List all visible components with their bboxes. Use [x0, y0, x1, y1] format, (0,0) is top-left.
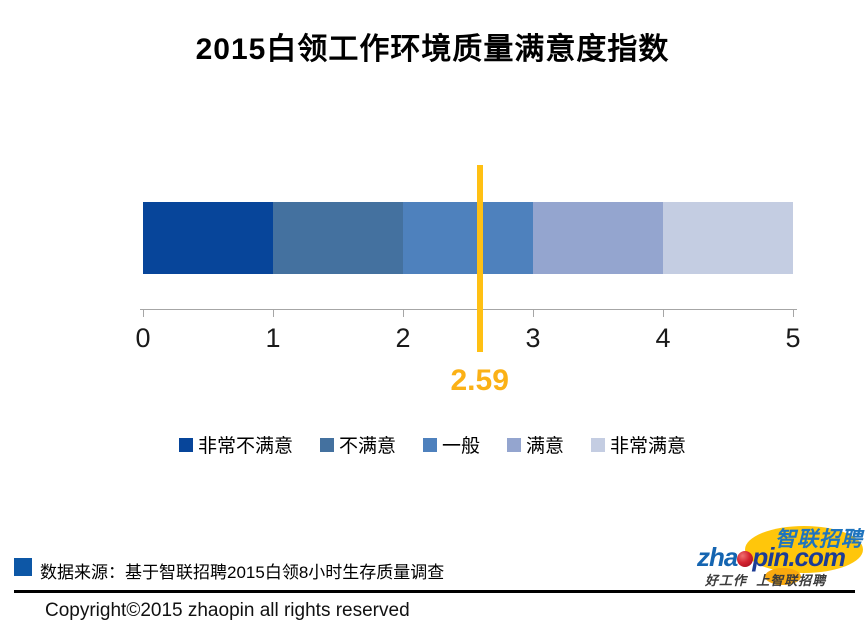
source-note-bullet-icon: [14, 558, 32, 576]
marker-value-label: 2.59: [450, 364, 509, 397]
band-satisfied: [533, 202, 663, 274]
marker-line: [476, 165, 483, 352]
legend-label: 非常满意: [610, 436, 687, 457]
x-axis-label-5: 5: [785, 323, 801, 353]
logo-yellow-ellipse: [745, 526, 863, 573]
legend-swatch-icon: [591, 437, 606, 452]
legend-swatch-icon: [507, 437, 521, 452]
x-axis-tick-5: [793, 309, 794, 317]
x-axis-label-1: 1: [265, 323, 281, 353]
logo-red-ball-icon: [737, 550, 754, 567]
x-axis-tick-2: [403, 309, 404, 317]
satisfaction-band-bar: [143, 202, 793, 274]
source-note: 数据来源：基于智联招聘2015白领8小时生存质量调查: [40, 563, 445, 582]
logo-wordmark-prefix: zha: [697, 542, 738, 572]
x-axis-tick-0: [143, 309, 144, 317]
logo-wordmark: zha pin.com: [697, 542, 846, 573]
x-axis-label-4: 4: [655, 323, 671, 353]
copyright-text: Copyright©2015 zhaopin all rights reserv…: [45, 600, 410, 621]
legend-item-very-satisfied: 非常满意: [591, 431, 686, 458]
legend: 非常不满意 不满意 一般 满意 非常满意: [0, 431, 865, 458]
x-axis-tick-1: [273, 309, 274, 317]
legend-swatch-icon: [178, 437, 193, 452]
x-axis-tick-4: [663, 309, 664, 317]
legend-label: 一般: [441, 436, 480, 457]
x-axis-tick-3: [533, 309, 534, 317]
legend-item-neutral: 一般: [422, 431, 480, 458]
band-dissatisfied: [273, 202, 403, 274]
zhaopin-logo: 智联招聘 zha pin.com 好工作 上智联招聘: [697, 523, 863, 589]
x-axis-label-0: 0: [135, 323, 151, 353]
legend-label: 满意: [526, 436, 565, 457]
x-axis-label-2: 2: [395, 323, 411, 353]
band-neutral: [403, 202, 533, 274]
band-very-satisfied: [663, 202, 793, 274]
legend-swatch-icon: [422, 437, 437, 452]
legend-swatch-icon: [319, 437, 334, 452]
logo-tagline-highlight: [765, 568, 801, 585]
legend-label: 非常不满意: [197, 436, 293, 457]
logo-chinese-brand: 智联招聘: [775, 528, 863, 551]
footer-separator: [14, 590, 855, 593]
legend-item-dissatisfied: 不满意: [319, 431, 396, 458]
x-axis-label-3: 3: [525, 323, 541, 353]
logo-tagline: 好工作 上智联招聘: [705, 573, 827, 588]
legend-item-very-dissatisfied: 非常不满意: [178, 431, 293, 458]
legend-item-satisfied: 满意: [507, 431, 564, 458]
band-very-dissatisfied: [143, 202, 273, 274]
legend-label: 不满意: [338, 436, 396, 457]
x-axis-line: [140, 309, 797, 310]
logo-wordmark-suffix: pin.com: [752, 542, 846, 572]
chart-title: 2015白领工作环境质量满意度指数: [195, 33, 670, 66]
